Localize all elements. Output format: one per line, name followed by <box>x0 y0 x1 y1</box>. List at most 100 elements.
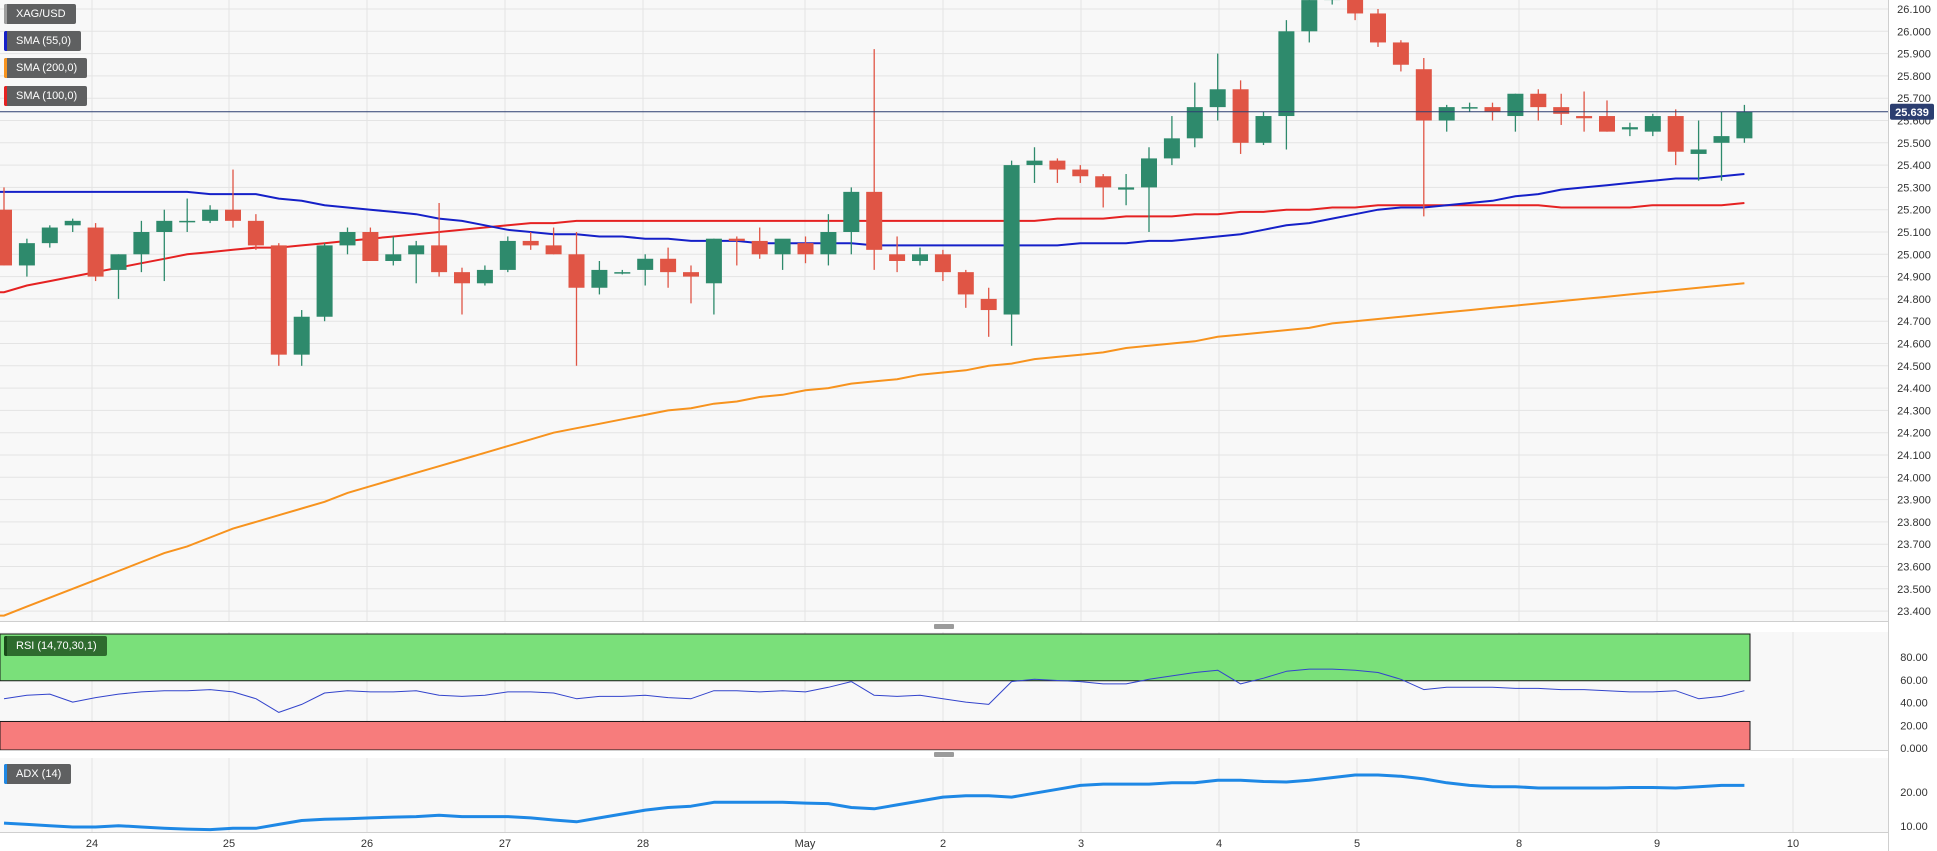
candle <box>1118 174 1135 206</box>
price-tick-label: 25.300 <box>1897 182 1931 194</box>
rsi-line <box>3 668 1745 713</box>
sma55-tag[interactable]: SMA (55,0) <box>4 31 82 51</box>
candle-body <box>705 238 722 284</box>
candle <box>522 232 539 250</box>
candle <box>957 269 974 308</box>
candle <box>1026 147 1043 183</box>
candle-body <box>1255 116 1272 143</box>
candle <box>934 249 951 282</box>
candle <box>293 310 310 366</box>
candle-body <box>934 254 951 273</box>
candle-body <box>408 245 425 255</box>
price-tick-label: 23.600 <box>1897 562 1931 574</box>
adx-tick-label: 20.00 <box>1900 787 1928 799</box>
candle-body <box>1736 111 1753 139</box>
price-tick-label: 25.000 <box>1897 249 1931 261</box>
last-price-label: 25.639 <box>1895 107 1929 119</box>
candle-body <box>1049 160 1066 170</box>
rsi-swatch <box>4 636 7 656</box>
rsi-tag[interactable]: RSI (14,70,30,1) <box>4 636 107 656</box>
candle-body <box>1301 0 1318 32</box>
candle-body <box>522 240 539 246</box>
sma100-label: SMA (100,0) <box>16 90 78 102</box>
candle <box>1072 165 1089 183</box>
candle <box>545 227 562 255</box>
candle-body <box>683 272 699 277</box>
last-price-marker: 25.639 <box>0 103 1934 120</box>
candle-body <box>1118 187 1135 190</box>
candle-body <box>980 298 997 311</box>
candle-body <box>293 316 310 355</box>
candle <box>133 220 150 273</box>
candle <box>454 267 470 315</box>
rsi-resize-handle[interactable] <box>934 624 954 629</box>
adx-panel-bg <box>0 758 1888 832</box>
rsi-oversold-zone <box>0 720 1751 751</box>
candle-body <box>1392 42 1409 65</box>
sma200-swatch <box>4 58 7 78</box>
candle-body <box>18 243 35 266</box>
candle <box>1530 89 1547 121</box>
candle <box>568 232 585 366</box>
x-tick-label: 4 <box>1216 838 1222 850</box>
rsi-label: RSI (14,70,30,1) <box>16 640 97 652</box>
candle <box>362 227 379 261</box>
candle-body <box>110 254 127 270</box>
candle <box>614 269 631 275</box>
resize-handles[interactable] <box>934 624 954 757</box>
candle-body <box>843 191 860 232</box>
price-tick-label: 24.600 <box>1897 339 1931 351</box>
candle <box>1209 53 1226 121</box>
candle <box>316 243 333 322</box>
candle-body <box>1553 107 1570 114</box>
candle <box>1141 147 1157 232</box>
symbol-tag[interactable]: XAG/USD <box>4 4 76 24</box>
candle <box>202 205 219 224</box>
candle-body <box>1507 93 1524 117</box>
axis-ticks: 26.10026.00025.90025.80025.70025.60025.5… <box>86 4 1931 850</box>
adx-tick-label: 10.00 <box>1900 821 1928 833</box>
candle <box>912 247 928 266</box>
candle <box>1232 80 1249 154</box>
x-tick-label: May <box>795 838 816 850</box>
candle <box>64 218 81 232</box>
candle <box>41 225 58 248</box>
candle-body <box>1026 160 1043 166</box>
symbol-label: XAG/USD <box>16 8 66 20</box>
candle-body <box>476 269 493 284</box>
candle <box>1438 104 1455 132</box>
candle <box>683 265 699 304</box>
x-tick-label: 10 <box>1787 838 1799 850</box>
price-tick-label: 24.800 <box>1897 294 1931 306</box>
candle-body <box>247 220 264 246</box>
candle-body <box>751 240 768 255</box>
candle-body <box>1484 107 1501 112</box>
x-tick-label: 27 <box>499 838 511 850</box>
adx-tag[interactable]: ADX (14) <box>4 764 72 784</box>
candle-body <box>1530 93 1547 108</box>
price-tick-label: 25.500 <box>1897 138 1931 150</box>
candle <box>1003 160 1020 346</box>
sma200-tag[interactable]: SMA (200,0) <box>4 58 88 78</box>
adx-resize-handle[interactable] <box>934 752 954 757</box>
candle-body <box>1667 116 1684 152</box>
sma100-tag[interactable]: SMA (100,0) <box>4 86 88 106</box>
candle-body <box>1095 176 1112 188</box>
candle <box>1392 40 1409 72</box>
price-tick-label: 25.900 <box>1897 49 1931 61</box>
candle-body <box>1461 107 1478 109</box>
rsi-tick-label: 40.00 <box>1900 698 1928 710</box>
candle <box>1667 109 1684 166</box>
candle <box>0 187 12 266</box>
candle <box>476 265 493 286</box>
candle-body <box>957 272 974 295</box>
candle <box>1095 174 1112 208</box>
candle <box>1278 20 1295 150</box>
price-tick-label: 26.000 <box>1897 26 1931 38</box>
candle-body <box>0 209 12 266</box>
price-tick-label: 24.700 <box>1897 316 1931 328</box>
candle-body <box>774 238 791 255</box>
rsi-tick-label: 20.00 <box>1900 720 1928 732</box>
candle <box>1507 93 1524 132</box>
